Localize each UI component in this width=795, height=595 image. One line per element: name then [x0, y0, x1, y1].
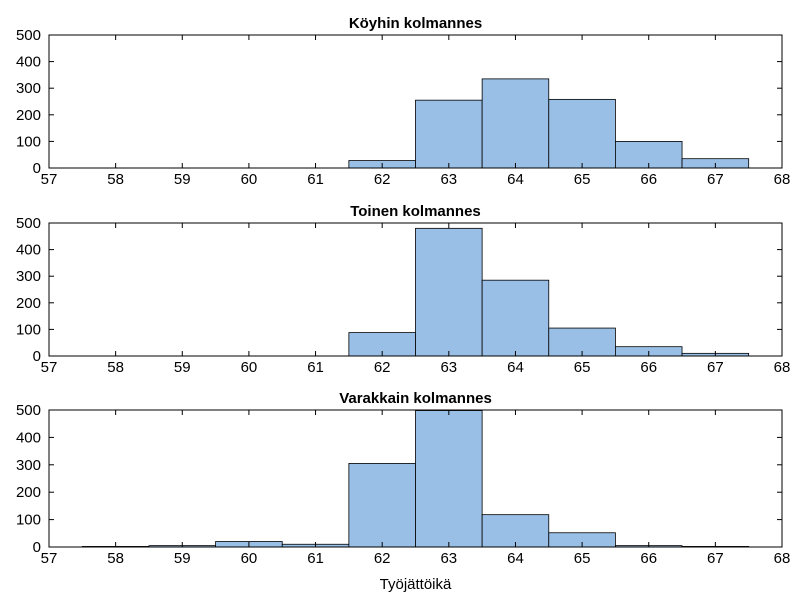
- x-tick-label: 62: [374, 550, 391, 567]
- y-tick-label: 200: [16, 484, 41, 501]
- x-tick-label: 66: [640, 550, 657, 567]
- histogram-bar: [481, 78, 550, 169]
- y-tick-label: 400: [16, 242, 41, 259]
- x-tick-label: 68: [774, 171, 791, 188]
- y-tick-label: 300: [16, 80, 41, 97]
- x-tick-label: 61: [307, 359, 324, 376]
- y-tick-label: 0: [33, 539, 41, 556]
- x-tick-label: 63: [440, 550, 457, 567]
- x-tick-label: 61: [307, 171, 324, 188]
- y-tick-label: 300: [16, 457, 41, 474]
- histogram-bar: [548, 98, 616, 169]
- x-tick-label: 63: [440, 171, 457, 188]
- x-tick-label: 59: [174, 359, 191, 376]
- y-tick-label: 100: [16, 321, 41, 338]
- panel-title: Varakkain kolmannes: [339, 390, 492, 407]
- x-tick-label: 68: [774, 359, 791, 376]
- y-tick-label: 0: [33, 160, 41, 177]
- x-tick-label: 58: [107, 550, 124, 567]
- x-tick-label: 64: [507, 550, 524, 567]
- y-tick-label: 400: [16, 54, 41, 71]
- x-tick-label: 65: [574, 171, 591, 188]
- histogram-panel-1: Köyhin kolmannes 57 58 59 60 61 62 63 64 65 66 67 68…: [16, 15, 790, 188]
- histogram-bar: [415, 410, 483, 548]
- y-tick-label: 200: [16, 107, 41, 124]
- x-tick-label: 58: [107, 171, 124, 188]
- x-tick-label: 68: [774, 550, 791, 567]
- plot-frame: [48, 409, 783, 548]
- x-tick-label: 64: [507, 359, 524, 376]
- x-tick-label: 65: [574, 359, 591, 376]
- y-tick-label: 0: [33, 348, 41, 365]
- y-tick-label: 500: [16, 402, 41, 419]
- x-tick-label: 67: [707, 550, 724, 567]
- y-tick-label: 500: [16, 215, 41, 232]
- y-tick-label: 200: [16, 295, 41, 312]
- histogram-panel-2: Toinen kolmannes 57 58 59 60 61 62 63 64 65 66 67 68…: [16, 203, 790, 376]
- histogram-bar: [415, 227, 483, 357]
- y-tick-label: 400: [16, 429, 41, 446]
- x-tick-label: 60: [241, 359, 258, 376]
- histogram-bar: [348, 463, 416, 548]
- x-tick-label: 59: [174, 550, 191, 567]
- x-tick-label: 62: [374, 171, 391, 188]
- x-tick-label: 61: [307, 550, 324, 567]
- x-tick-label: 63: [440, 359, 457, 376]
- x-tick-label: 64: [507, 171, 524, 188]
- x-tick-label: 67: [707, 359, 724, 376]
- y-tick-label: 300: [16, 268, 41, 285]
- histogram-panel-3: Varakkain kolmannes 57 58 59 60 61 62 63 64 65 66 6…: [16, 390, 790, 593]
- x-tick-label: 67: [707, 171, 724, 188]
- x-tick-label: 57: [41, 359, 58, 376]
- x-tick-label: 57: [41, 171, 58, 188]
- x-tick-label: 66: [640, 359, 657, 376]
- x-tick-label: 57: [41, 550, 58, 567]
- x-tick-label: 66: [640, 171, 657, 188]
- panel-title: Köyhin kolmannes: [349, 15, 482, 32]
- x-tick-label: 65: [574, 550, 591, 567]
- y-tick-label: 100: [16, 133, 41, 150]
- x-tick-label: 59: [174, 171, 191, 188]
- y-tick-label: 100: [16, 512, 41, 529]
- x-axis-label: Työjättöikä: [380, 576, 452, 593]
- x-tick-label: 60: [241, 550, 258, 567]
- y-tick-label: 500: [16, 27, 41, 44]
- histogram-bar: [481, 514, 550, 548]
- x-tick-label: 62: [374, 359, 391, 376]
- histogram-bar: [415, 99, 483, 169]
- x-tick-label: 60: [241, 171, 258, 188]
- histogram-bar: [481, 279, 550, 357]
- plot-frame: [48, 34, 783, 169]
- x-tick-label: 58: [107, 359, 124, 376]
- plot-frame: [48, 222, 783, 357]
- panel-title: Toinen kolmannes: [350, 203, 481, 220]
